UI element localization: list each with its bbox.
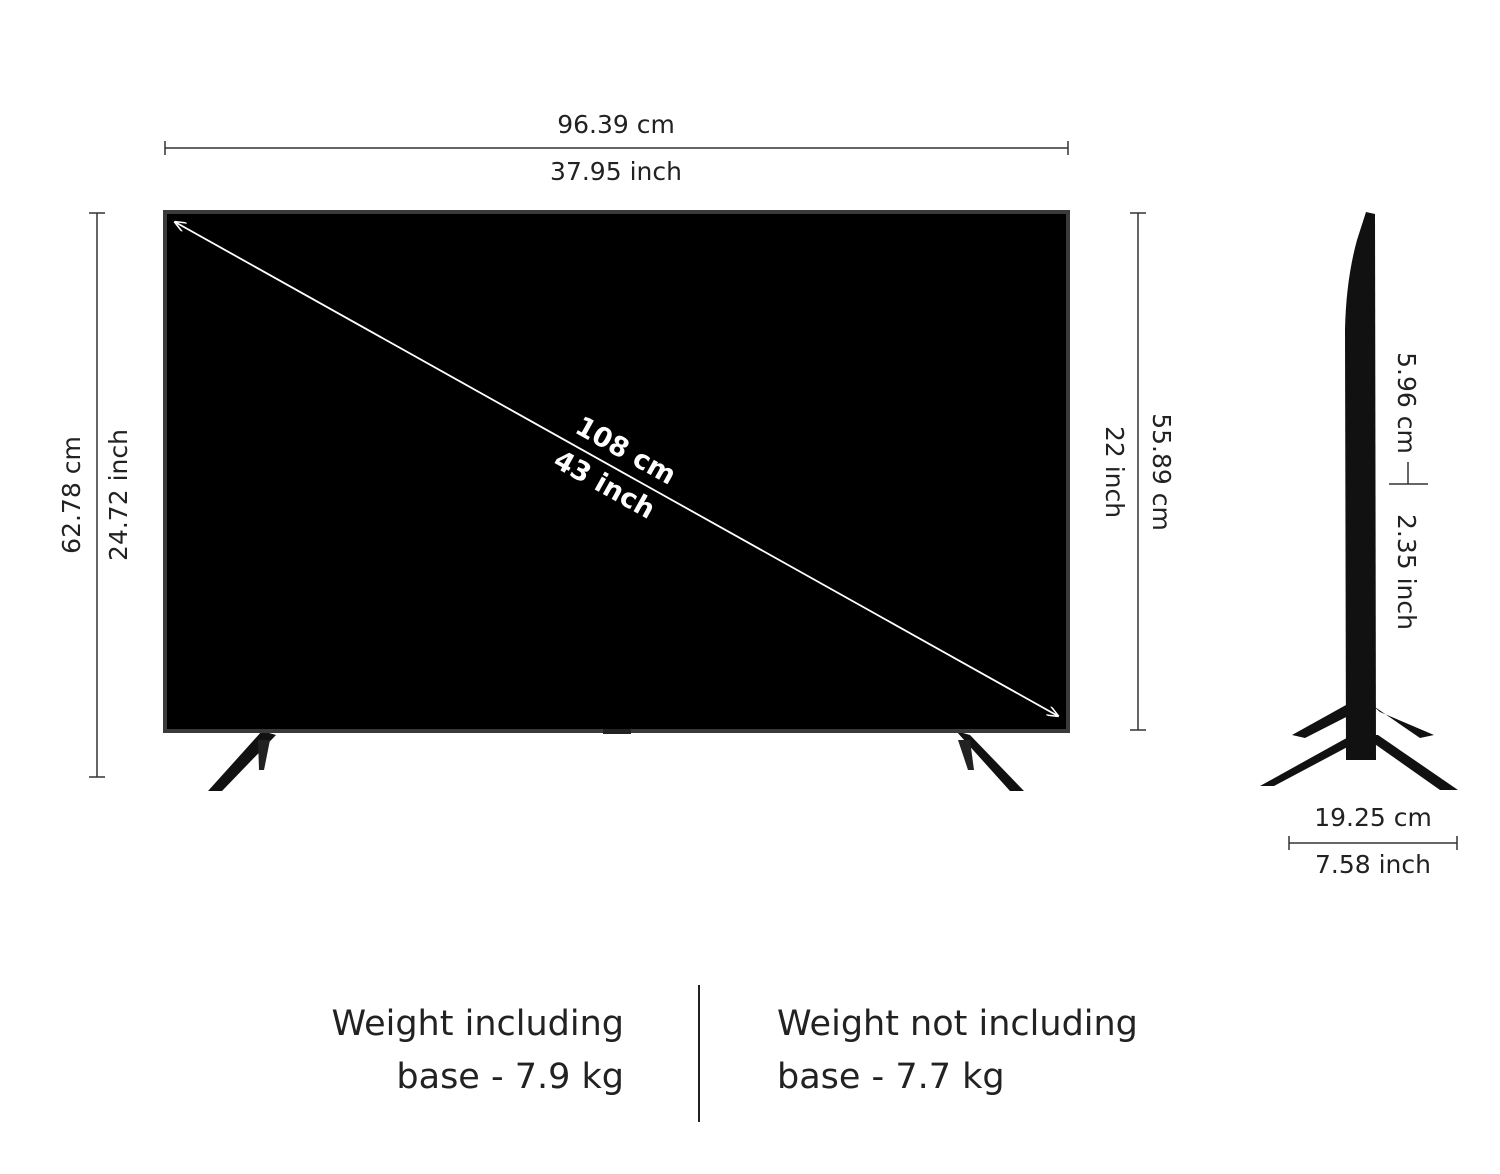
width-inch: 37.95 inch	[550, 157, 682, 186]
panel-depth-inch: 2.35 inch	[1392, 514, 1421, 630]
width-cm: 96.39 cm	[557, 110, 675, 139]
weight-without-base-line2: base - 7.7 kg	[777, 1057, 1005, 1097]
width-dimension: 96.39 cm 37.95 inch	[164, 110, 1069, 186]
weight-with-base-line2: base - 7.9 kg	[396, 1057, 624, 1097]
weight-with-base-line1: Weight including	[332, 1004, 624, 1044]
height-inch: 24.72 inch	[104, 429, 133, 561]
tv-side: 5.96 cm 2.35 inch	[1260, 212, 1458, 790]
weights: Weight including base - 7.9 kg Weight no…	[332, 985, 1138, 1122]
stand-depth-inch: 7.58 inch	[1315, 850, 1431, 879]
panel-depth-cm: 5.96 cm	[1392, 352, 1421, 454]
height-cm: 62.78 cm	[57, 436, 86, 554]
tv-front: 108 cm 43 inch	[163, 210, 1070, 791]
stand-depth-cm: 19.25 cm	[1314, 803, 1432, 832]
screen-height-cm: 55.89 cm	[1147, 413, 1176, 531]
stand-depth-dimension: 19.25 cm 7.58 inch	[1288, 803, 1458, 879]
height-dimension: 62.78 cm 24.72 inch	[57, 212, 133, 778]
screen-height-dimension: 22 inch 55.89 cm	[1100, 212, 1176, 731]
weight-without-base-line1: Weight not including	[777, 1004, 1138, 1044]
screen-height-inch: 22 inch	[1100, 426, 1129, 518]
